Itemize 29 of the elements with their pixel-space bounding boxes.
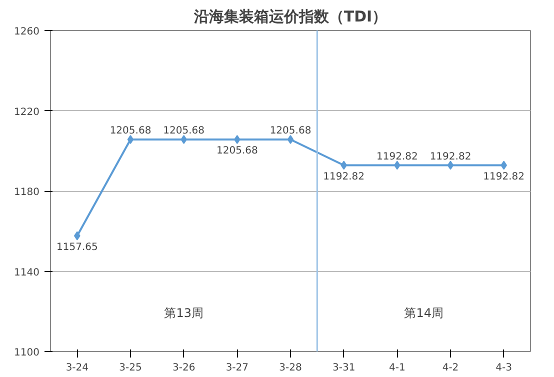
data-label: 1205.68 — [216, 145, 258, 156]
annotation: 第13周 — [164, 306, 204, 320]
x-tick-label: 3-25 — [119, 362, 142, 374]
x-tick-label: 3-26 — [172, 362, 196, 374]
data-label: 1192.82 — [376, 151, 418, 162]
point — [287, 134, 294, 144]
chart-title: 沿海集装箱运价指数（TDI） — [192, 8, 388, 26]
x-tick-label: 4-3 — [496, 362, 512, 374]
data-label: 1205.68 — [110, 125, 152, 136]
point — [127, 134, 134, 144]
x-tick-label: 4-2 — [442, 362, 459, 374]
x-tick-label: 3-28 — [279, 362, 302, 374]
data-label: 1192.82 — [483, 171, 525, 182]
y-tick-label: 1220 — [14, 106, 40, 118]
data-label: 1192.82 — [323, 171, 365, 182]
data-label: 1205.68 — [163, 125, 205, 136]
y-tick-label: 1100 — [14, 348, 40, 358]
point — [447, 160, 454, 170]
x-tick-label: 4-1 — [389, 362, 406, 374]
annotation: 第14周 — [404, 306, 444, 320]
y-tick-label: 1260 — [14, 26, 40, 38]
data-label: 1192.82 — [430, 151, 472, 162]
y-tick-label: 1140 — [14, 267, 40, 278]
data-label: 1157.65 — [56, 242, 98, 253]
x-tick-label: 3-31 — [332, 362, 356, 374]
y-tick-label: 1180 — [14, 187, 40, 198]
x-tick-label: 3-24 — [66, 362, 89, 374]
data-label: 1205.68 — [270, 125, 312, 136]
x-tick-label: 3-27 — [226, 362, 249, 374]
